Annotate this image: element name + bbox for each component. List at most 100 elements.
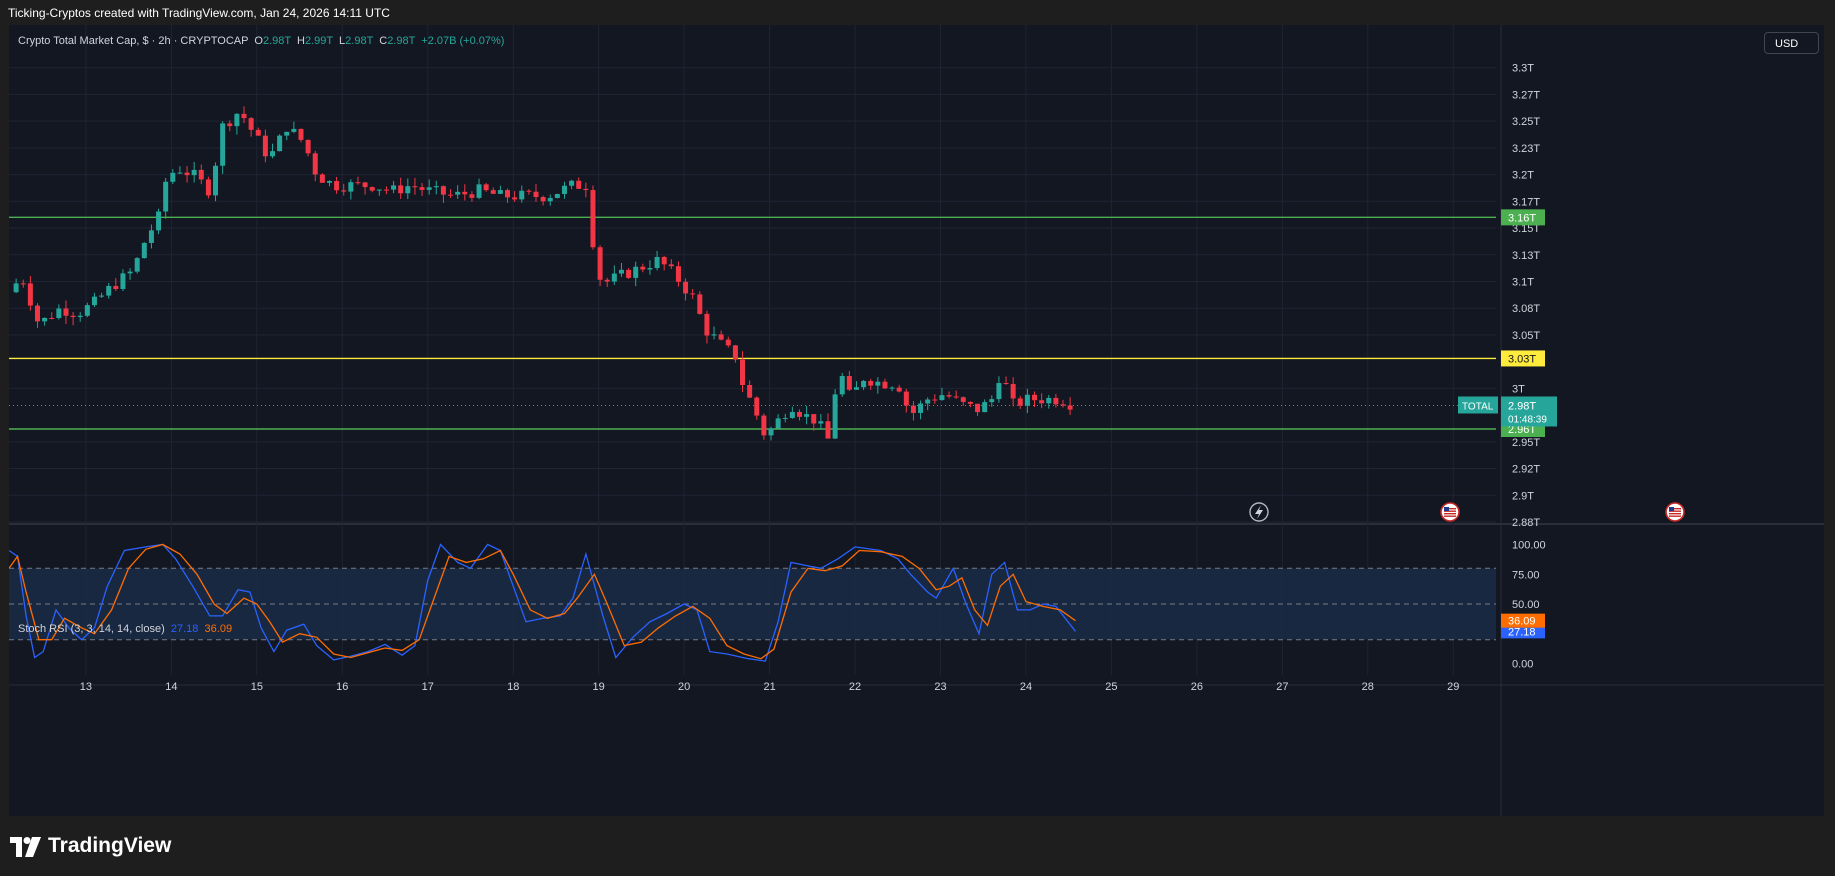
candle-body bbox=[326, 181, 332, 183]
us-flag-icon-stripe bbox=[1669, 515, 1681, 517]
candle-body bbox=[846, 376, 852, 390]
candle-body bbox=[583, 188, 589, 191]
candle-body bbox=[134, 258, 140, 272]
candle-body bbox=[433, 186, 439, 188]
candle-body bbox=[163, 181, 169, 212]
candle-body bbox=[156, 211, 162, 231]
candle-body bbox=[697, 294, 703, 314]
us-flag-icon-canton bbox=[1444, 507, 1449, 511]
candle-body bbox=[448, 194, 454, 196]
candle-body bbox=[718, 334, 724, 340]
candle-body bbox=[383, 189, 389, 191]
level-price-label: 2.96T bbox=[1508, 424, 1536, 436]
stoch-rsi-d-tag bbox=[1501, 613, 1545, 628]
candle-body bbox=[975, 403, 981, 413]
candle-body bbox=[960, 397, 966, 402]
time-tick-label: 17 bbox=[422, 681, 434, 693]
candle-body bbox=[198, 169, 204, 180]
candle-body bbox=[611, 273, 617, 282]
candle-body bbox=[426, 187, 432, 190]
time-tick-label: 25 bbox=[1105, 681, 1117, 693]
countdown-label: 01:48:39 bbox=[1508, 414, 1547, 425]
candle-body bbox=[49, 317, 55, 319]
chart-area[interactable]: 3.3T 3.27T 3.25T 3.23T 3.2T 3.17T 3.15T 3.13T 3.… bbox=[8, 25, 1824, 816]
candle-body bbox=[1053, 397, 1059, 405]
candle-body bbox=[227, 123, 233, 127]
price-tick-label: 3.27T bbox=[1512, 89, 1540, 101]
candle-body bbox=[1046, 397, 1052, 404]
candle-body bbox=[604, 279, 610, 282]
legend-o-value: 2.98T bbox=[262, 35, 291, 47]
candle-body bbox=[1032, 394, 1038, 401]
candle-body bbox=[148, 230, 154, 243]
candle-body bbox=[490, 190, 496, 194]
price-tick-label: 3.08T bbox=[1512, 303, 1540, 315]
candle-body bbox=[533, 191, 539, 198]
candle-body bbox=[953, 396, 959, 398]
candle-body bbox=[896, 387, 902, 392]
candle-body bbox=[882, 381, 888, 389]
candle-body bbox=[113, 286, 119, 290]
symbol-label: TOTAL bbox=[1462, 401, 1494, 412]
candle-body bbox=[391, 185, 397, 190]
candle-body bbox=[141, 242, 147, 259]
time-tick-label: 19 bbox=[593, 681, 605, 693]
us-flag-icon-stripe bbox=[1444, 513, 1456, 515]
stoch-rsi-legend: Stoch RSI (3, 3, 14, 14, close) 27.18 36… bbox=[18, 623, 232, 635]
candle-body bbox=[576, 180, 582, 189]
candle-body bbox=[554, 193, 560, 198]
candle-body bbox=[291, 128, 297, 132]
candle-body bbox=[853, 387, 859, 390]
rsi-tick-label: 75.00 bbox=[1512, 569, 1540, 581]
candle-body bbox=[1003, 382, 1009, 385]
candle-body bbox=[412, 186, 418, 188]
candle-body bbox=[241, 113, 247, 119]
candle-body bbox=[903, 391, 909, 406]
candle-body bbox=[234, 113, 240, 127]
candle-body bbox=[362, 182, 368, 188]
candle-body bbox=[497, 190, 503, 194]
stoch-rsi-d-line bbox=[8, 543, 1076, 660]
lightning-icon-bolt bbox=[1255, 505, 1263, 519]
rsi-tick-label: 100.00 bbox=[1512, 540, 1546, 552]
candle-body bbox=[775, 418, 781, 429]
currency-button[interactable]: USD bbox=[1764, 32, 1819, 54]
candle-body bbox=[298, 128, 304, 140]
legend-l-value: 2.98T bbox=[345, 35, 374, 47]
time-tick-label: 20 bbox=[678, 681, 690, 693]
us-flag-icon-ring bbox=[1440, 502, 1460, 522]
candle-body bbox=[483, 184, 489, 191]
time-tick-label: 23 bbox=[934, 681, 946, 693]
candle-body bbox=[910, 405, 916, 413]
stoch-rsi-k-value: 27.18 bbox=[170, 623, 199, 635]
tradingview-logo-icon bbox=[10, 837, 41, 857]
candle-body bbox=[248, 118, 254, 130]
lightning-icon bbox=[1249, 502, 1269, 522]
us-flag-icon bbox=[1665, 502, 1685, 522]
time-tick-label: 21 bbox=[763, 681, 775, 693]
candle-body bbox=[440, 186, 446, 195]
candle-body bbox=[70, 315, 76, 318]
candle-body bbox=[1024, 394, 1030, 406]
candle-body bbox=[561, 185, 567, 194]
stoch-rsi-k-line bbox=[8, 543, 1077, 662]
candle-body bbox=[469, 194, 475, 198]
price-tick-label: 3.17T bbox=[1512, 196, 1540, 208]
candle-body bbox=[654, 256, 660, 269]
candle-body bbox=[319, 174, 325, 183]
candle-body bbox=[547, 197, 553, 202]
stoch-rsi-title: Stoch RSI (3, 3, 14, 14, close) bbox=[18, 623, 165, 635]
legend-h-label: H bbox=[297, 35, 305, 47]
candle-body bbox=[782, 417, 788, 419]
candle-body bbox=[747, 384, 753, 398]
candle-body bbox=[99, 295, 105, 297]
candle-body bbox=[740, 359, 746, 385]
candle-body bbox=[939, 395, 945, 400]
chart-svg[interactable]: 3.3T 3.27T 3.25T 3.23T 3.2T 3.17T 3.15T 3.13T 3.… bbox=[8, 25, 1824, 816]
candle-body bbox=[868, 380, 874, 386]
candle-body bbox=[946, 395, 952, 397]
rsi-tick-label: 50.00 bbox=[1512, 599, 1540, 611]
candle-body bbox=[754, 397, 760, 416]
price-tick-label: 2.95T bbox=[1512, 437, 1540, 449]
symbol-tag bbox=[1458, 396, 1498, 414]
